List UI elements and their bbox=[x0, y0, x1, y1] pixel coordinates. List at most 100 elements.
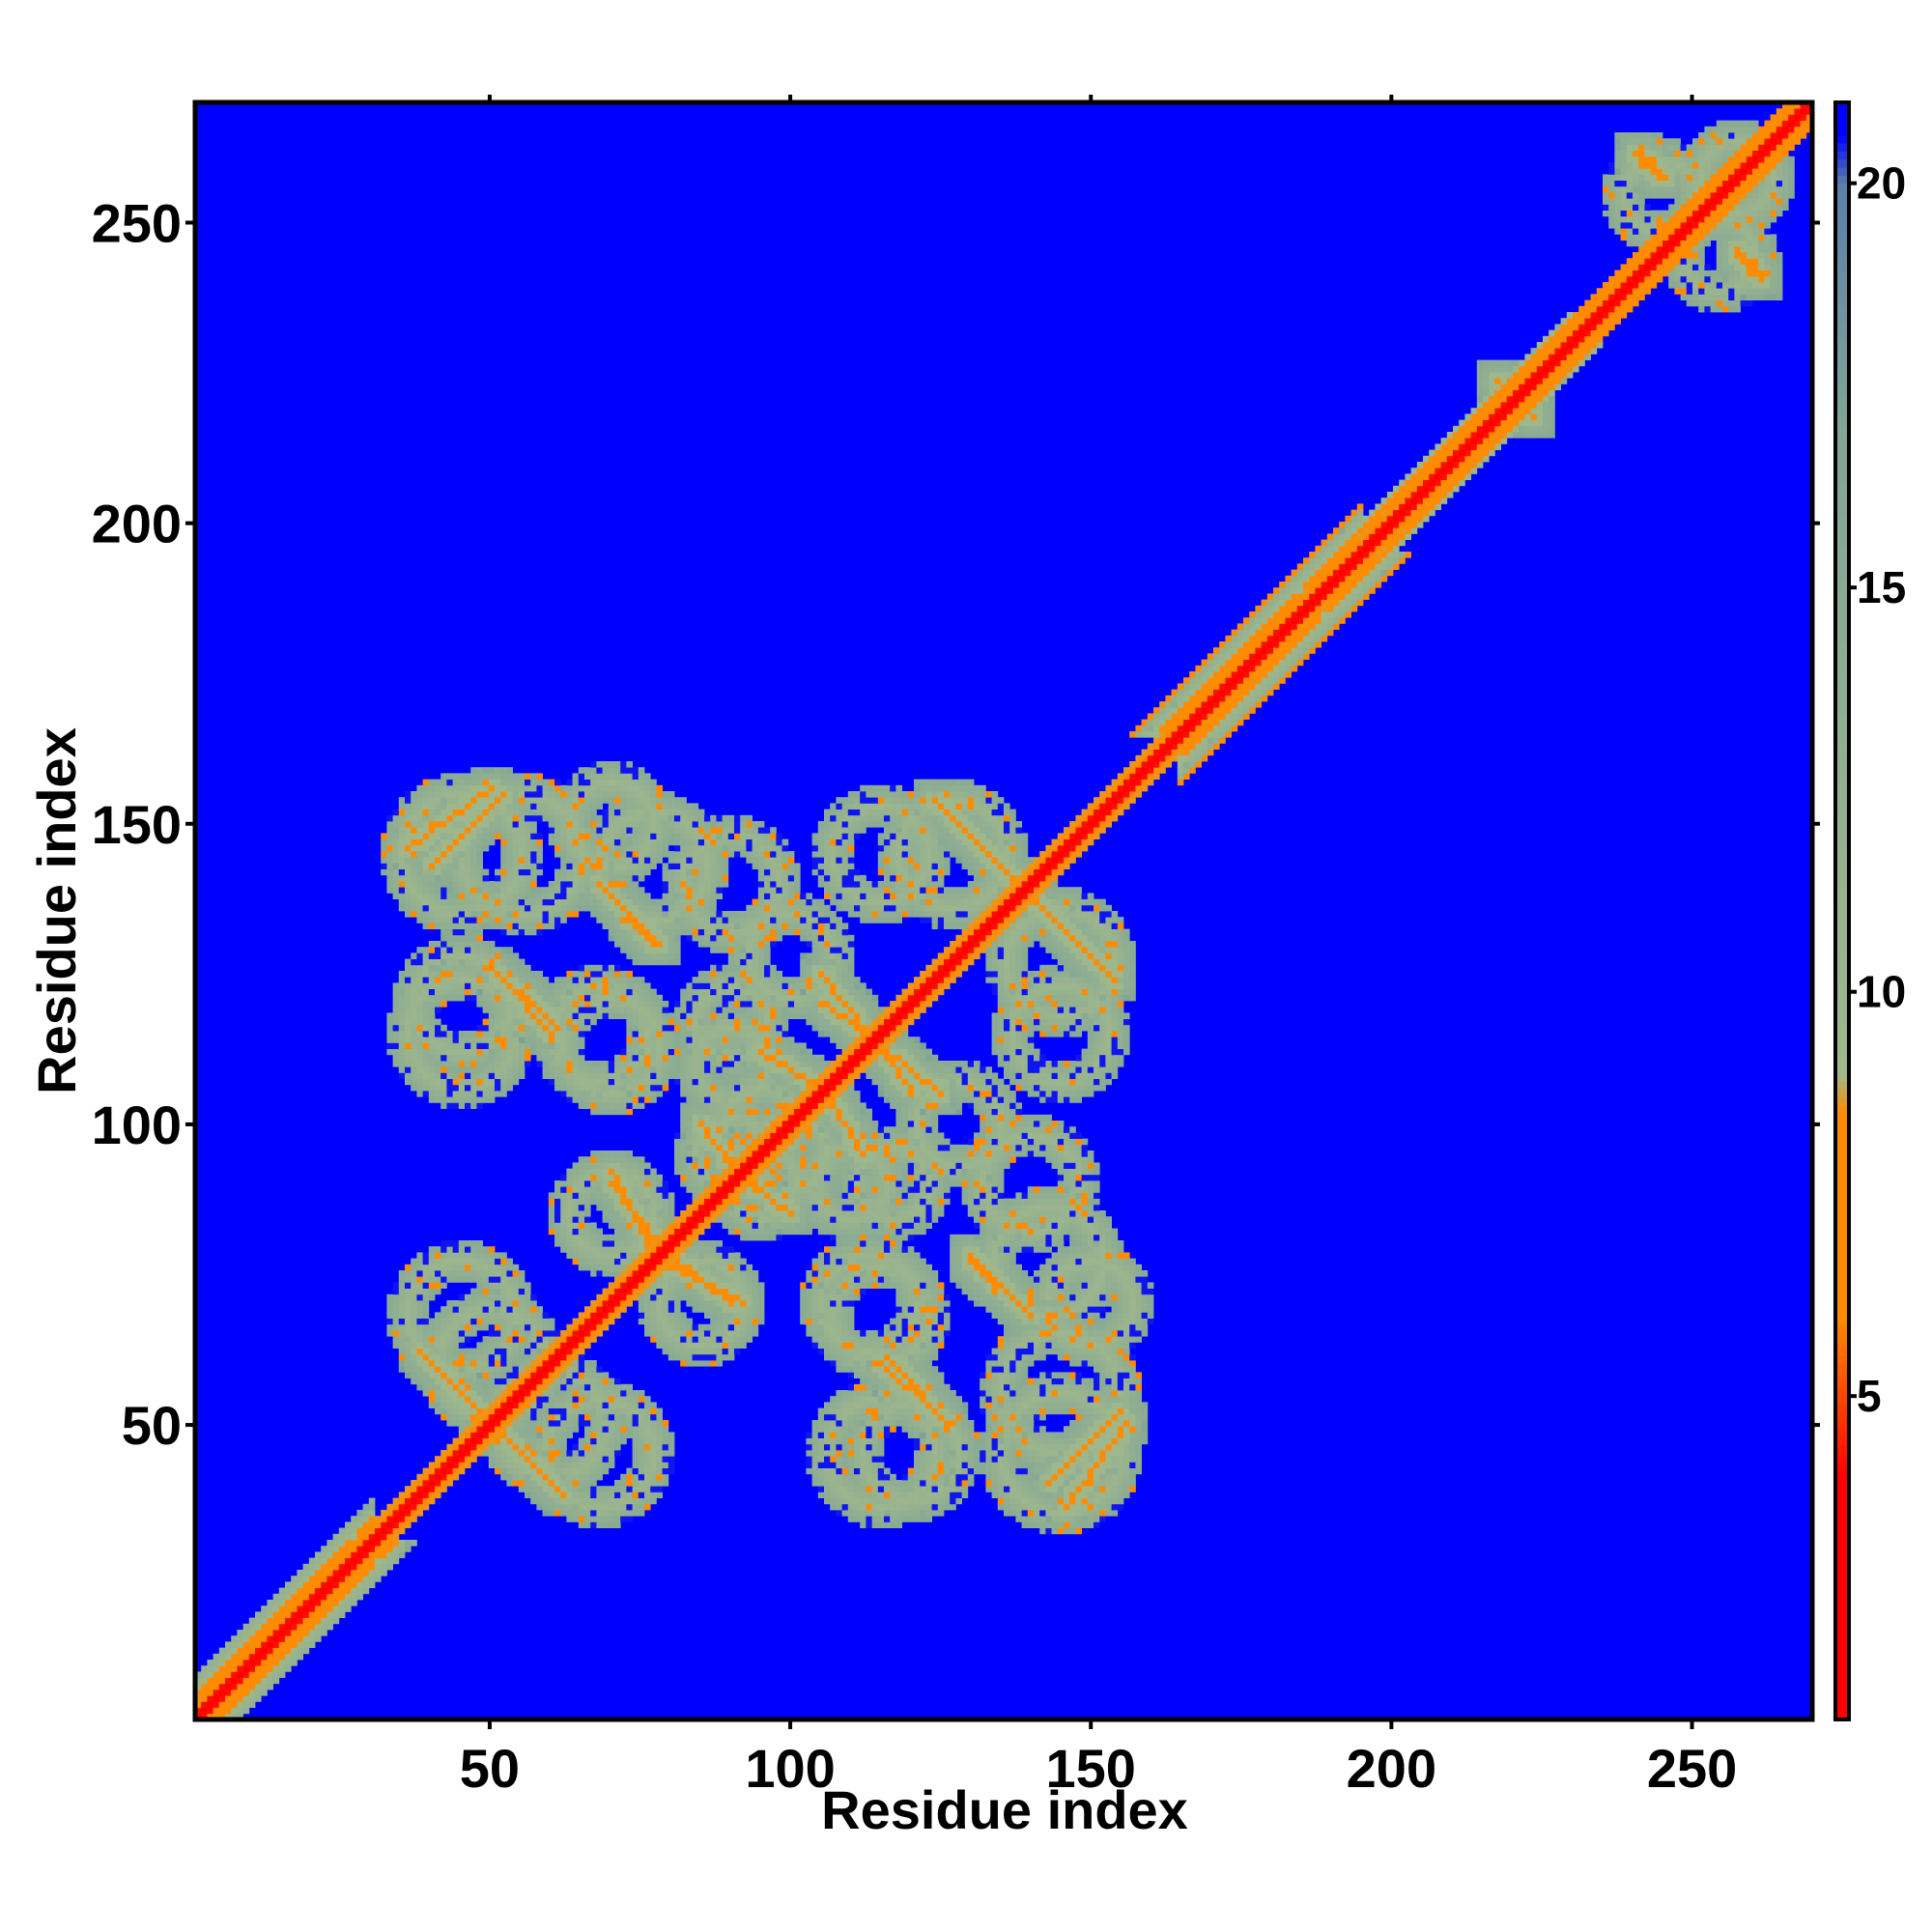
heatmap-cell bbox=[596, 1294, 603, 1301]
heatmap-cell bbox=[560, 1420, 567, 1427]
heatmap-cell bbox=[1075, 1444, 1082, 1451]
heatmap-cell bbox=[609, 1264, 615, 1271]
heatmap-cell bbox=[866, 1259, 872, 1265]
heatmap-cell bbox=[902, 1312, 909, 1319]
heatmap-cell bbox=[579, 1450, 585, 1457]
heatmap-cell bbox=[596, 1324, 603, 1331]
heatmap-cell bbox=[573, 1252, 580, 1259]
heatmap-cell bbox=[620, 1300, 627, 1307]
heatmap-cell bbox=[399, 1366, 406, 1373]
heatmap-cell bbox=[279, 1630, 286, 1636]
heatmap-cell bbox=[465, 1420, 471, 1427]
heatmap-cell bbox=[878, 1378, 885, 1385]
heatmap-cell bbox=[985, 1246, 992, 1253]
heatmap-cell bbox=[603, 1438, 610, 1445]
heatmap-cell bbox=[698, 1240, 705, 1247]
heatmap-cell bbox=[609, 1456, 615, 1463]
heatmap-cell bbox=[1099, 1246, 1106, 1253]
heatmap-cell bbox=[854, 1426, 861, 1433]
heatmap-cell bbox=[1105, 1342, 1112, 1349]
heatmap-cell bbox=[1045, 1270, 1052, 1277]
heatmap-cell bbox=[633, 1264, 639, 1271]
heatmap-cell bbox=[297, 1570, 303, 1577]
heatmap-cell bbox=[321, 1588, 327, 1595]
heatmap-cell bbox=[440, 1360, 447, 1367]
heatmap-cell bbox=[878, 1456, 885, 1463]
heatmap-cell bbox=[513, 1289, 520, 1295]
heatmap-cell bbox=[740, 1336, 747, 1343]
heatmap-cell bbox=[237, 1665, 243, 1672]
heatmap-cell bbox=[423, 1276, 430, 1283]
heatmap-cell bbox=[506, 1366, 513, 1373]
heatmap-cell bbox=[1099, 1336, 1106, 1343]
heatmap-cell bbox=[453, 1420, 460, 1427]
heatmap-cell bbox=[201, 1708, 208, 1715]
heatmap-cell bbox=[746, 1276, 753, 1283]
heatmap-cell bbox=[543, 1372, 550, 1378]
heatmap-cell bbox=[1064, 1216, 1070, 1223]
heatmap-cell bbox=[1118, 1349, 1124, 1355]
heatmap-cell bbox=[1045, 1390, 1052, 1397]
heatmap-cell bbox=[566, 1216, 573, 1223]
heatmap-cell bbox=[644, 1498, 651, 1505]
heatmap-cell bbox=[423, 1504, 430, 1511]
heatmap-cell bbox=[1045, 1235, 1052, 1241]
heatmap-cell bbox=[1034, 1474, 1040, 1481]
heatmap-cell bbox=[955, 1252, 962, 1259]
heatmap-cell bbox=[1004, 1450, 1010, 1457]
heatmap-cell bbox=[1064, 1384, 1070, 1391]
heatmap-cell bbox=[830, 1438, 837, 1445]
heatmap-cell bbox=[686, 1264, 693, 1271]
heatmap-cell bbox=[920, 1306, 926, 1313]
heatmap-cell bbox=[1112, 1282, 1119, 1289]
heatmap-cell bbox=[525, 1372, 531, 1378]
heatmap-cell bbox=[914, 1390, 921, 1397]
heatmap-cell bbox=[573, 1510, 580, 1517]
heatmap-cell bbox=[405, 1319, 412, 1325]
heatmap-cell bbox=[902, 1426, 909, 1433]
heatmap-cell bbox=[968, 1468, 975, 1475]
heatmap-cell bbox=[315, 1605, 322, 1612]
heatmap-cell bbox=[800, 1222, 807, 1229]
heatmap-cell bbox=[1015, 1294, 1022, 1301]
heatmap-cell bbox=[1129, 1462, 1136, 1468]
heatmap-cell bbox=[914, 1349, 921, 1355]
heatmap-cell bbox=[824, 1420, 831, 1427]
heatmap-cell bbox=[1015, 1474, 1022, 1481]
heatmap-cell bbox=[848, 1324, 855, 1331]
heatmap-cell bbox=[609, 1289, 615, 1295]
heatmap-cell bbox=[459, 1306, 466, 1313]
heatmap-cell bbox=[955, 1264, 962, 1271]
heatmap-cell bbox=[381, 1558, 387, 1565]
heatmap-cell bbox=[1045, 1456, 1052, 1463]
heatmap-cell bbox=[459, 1378, 466, 1385]
heatmap-cell bbox=[530, 1432, 537, 1438]
heatmap-cell bbox=[1028, 1516, 1035, 1522]
heatmap-cell bbox=[1112, 1510, 1119, 1517]
heatmap-cell bbox=[543, 1324, 550, 1331]
heatmap-cell bbox=[579, 1366, 585, 1373]
heatmap-cell bbox=[579, 1246, 585, 1253]
heatmap-cell bbox=[1082, 1426, 1089, 1433]
heatmap-cell bbox=[1123, 1294, 1130, 1301]
heatmap-cell bbox=[626, 1229, 633, 1236]
heatmap-cell bbox=[525, 1438, 531, 1445]
heatmap-cell bbox=[758, 1210, 765, 1217]
heatmap-cell bbox=[1082, 1510, 1089, 1517]
heatmap-cell bbox=[633, 1276, 639, 1283]
heatmap-cell bbox=[914, 1444, 921, 1451]
heatmap-cell bbox=[980, 1450, 986, 1457]
heatmap-cell bbox=[1099, 1349, 1106, 1355]
heatmap-cell bbox=[626, 1402, 633, 1408]
heatmap-cell bbox=[932, 1468, 939, 1475]
heatmap-cell bbox=[872, 1444, 879, 1451]
heatmap-cell bbox=[405, 1360, 412, 1367]
heatmap-cell bbox=[842, 1450, 849, 1457]
heatmap-cell bbox=[1094, 1486, 1100, 1492]
heatmap-cell bbox=[908, 1319, 915, 1325]
heatmap-cell bbox=[932, 1474, 939, 1481]
heatmap-cell bbox=[476, 1426, 483, 1433]
heatmap-cell bbox=[411, 1300, 417, 1307]
heatmap-cell bbox=[530, 1319, 537, 1325]
heatmap-cell bbox=[543, 1330, 550, 1337]
